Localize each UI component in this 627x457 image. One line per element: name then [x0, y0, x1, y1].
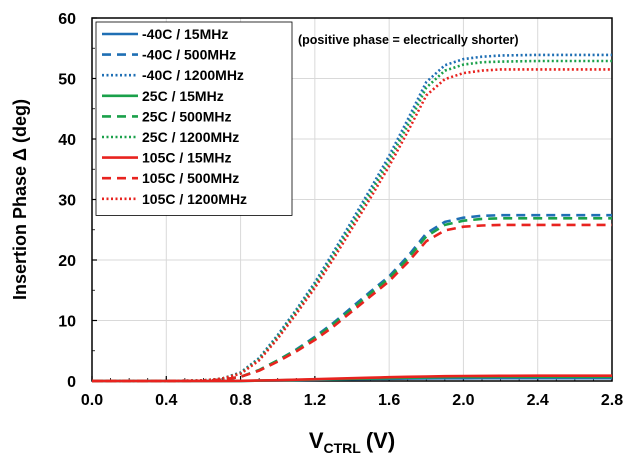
legend-label: 105C / 500MHz	[142, 170, 239, 186]
y-axis-title: Insertion Phase Δ (deg)	[10, 99, 30, 300]
y-tick-label: 20	[58, 253, 76, 270]
series-line-1	[92, 213, 612, 383]
y-tick-label: 40	[58, 132, 76, 149]
x-axis-title-subscript: CTRL	[324, 440, 362, 456]
y-tick-label: 60	[58, 11, 76, 28]
x-axis-title: VCTRL (V)	[309, 428, 395, 456]
y-tick-label: 0	[67, 374, 76, 391]
x-tick-label: 2.8	[601, 392, 623, 409]
x-tick-label: 2.4	[527, 392, 549, 409]
x-axis-title-unit: (V)	[366, 428, 395, 453]
x-tick-label: 0.8	[229, 392, 251, 409]
series-line-7	[92, 223, 612, 383]
x-tick-label: 1.2	[304, 392, 326, 409]
series-lines	[92, 53, 612, 383]
series-line-4	[92, 217, 612, 383]
annotation-text: (positive phase = electrically shorter)	[298, 33, 519, 47]
x-tick-label: 1.6	[378, 392, 400, 409]
y-tick-label: 30	[58, 193, 76, 210]
x-tick-label: 0.4	[155, 392, 177, 409]
legend-label: 25C / 15MHz	[142, 88, 224, 104]
series-line-2	[92, 53, 612, 383]
legend-label: 105C / 15MHz	[142, 150, 231, 166]
legend: -40C / 15MHz -40C / 500MHz -40C / 1200MHz 2…	[95, 21, 293, 216]
legend-label: -40C / 15MHz	[142, 26, 228, 42]
legend-label: -40C / 1200MHz	[142, 67, 244, 83]
x-axis-title-main: V	[309, 428, 324, 453]
legend-box	[95, 21, 293, 216]
x-tick-label: 2.0	[452, 392, 474, 409]
x-tick-label: 0.0	[81, 392, 103, 409]
legend-label: 105C / 1200MHz	[142, 191, 247, 207]
legend-label: 25C / 500MHz	[142, 108, 231, 124]
series-line-8	[92, 68, 612, 383]
y-tick-label: 10	[58, 314, 76, 331]
y-tick-label: 50	[58, 72, 76, 89]
legend-label: 25C / 1200MHz	[142, 129, 239, 145]
legend-label: -40C / 500MHz	[142, 47, 236, 63]
